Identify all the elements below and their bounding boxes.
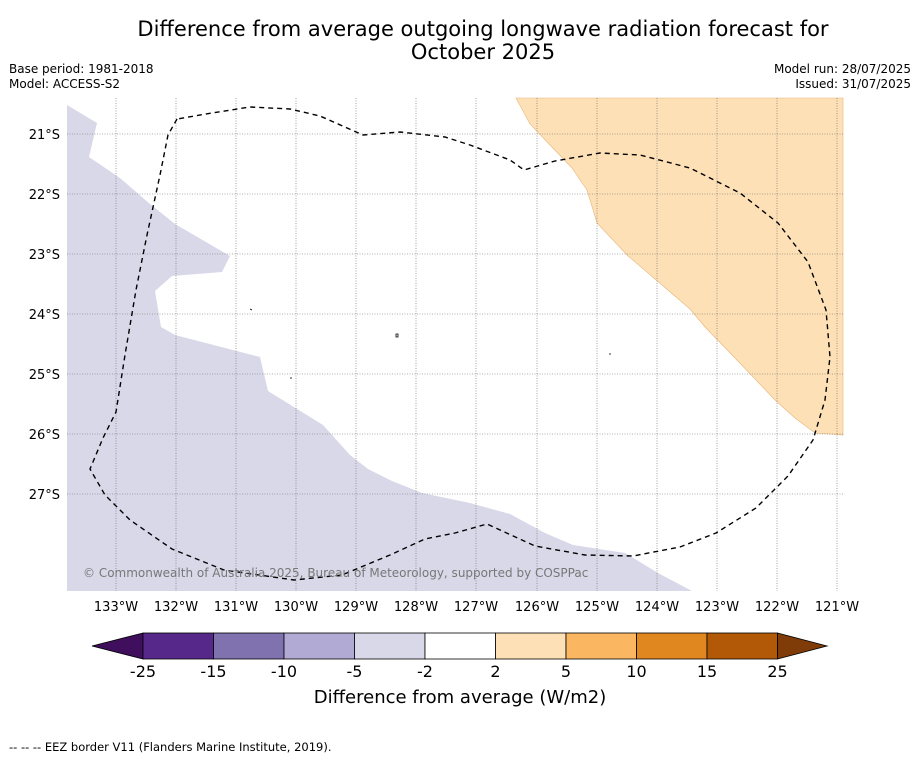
lon-label: 124°W	[635, 600, 679, 615]
chart-title: Difference from average outgoing longwav…	[0, 18, 919, 64]
colorbar	[91, 632, 829, 660]
colorbar-tick: -2	[417, 662, 433, 681]
colorbar-segment	[142, 632, 214, 660]
meta-left: Base period: 1981-2018 Model: ACCESS-S2	[9, 62, 154, 92]
colorbar-segment	[636, 632, 708, 660]
model-name: Model: ACCESS-S2	[9, 77, 121, 91]
colorbar-segment	[213, 632, 285, 660]
lat-label: 22°S	[29, 188, 60, 203]
colorbar-low-extension	[91, 632, 144, 660]
colorbar-tick: -15	[200, 662, 226, 681]
base-period: Base period: 1981-2018	[9, 62, 154, 76]
negative-anomaly-region	[67, 105, 692, 591]
model-run: Model run: 28/07/2025	[773, 62, 911, 76]
colorbar-segment	[424, 632, 496, 660]
lon-label: 126°W	[515, 600, 559, 615]
colorbar-segment	[565, 632, 637, 660]
lon-label: 121°W	[815, 600, 859, 615]
colorbar-tick: 25	[767, 662, 787, 681]
lat-label: 27°S	[29, 488, 60, 503]
colorbar-tick: 10	[626, 662, 646, 681]
copyright-note: © Commonwealth of Australia 2025, Bureau…	[83, 566, 588, 580]
lon-label: 128°W	[394, 600, 438, 615]
colorbar-segment	[354, 632, 426, 660]
meta-right: Model run: 28/07/2025 Issued: 31/07/2025	[774, 62, 911, 92]
lon-label: 132°W	[154, 600, 198, 615]
grid-lines	[67, 98, 843, 591]
colorbar-tick: -25	[130, 662, 156, 681]
colorbar-segment	[283, 632, 355, 660]
colorbar-segment	[495, 632, 567, 660]
colorbar-tick-labels: -25 -15 -10 -5 -2 2 5 10 15 25	[130, 662, 788, 681]
colorbar-tick: 5	[561, 662, 571, 681]
lat-label: 25°S	[29, 368, 60, 383]
colorbar-tick: -10	[271, 662, 297, 681]
latitude-labels: 21°S 22°S 23°S 24°S 25°S 26°S 27°S	[29, 128, 60, 503]
lat-label: 26°S	[29, 428, 60, 443]
lat-label: 24°S	[29, 308, 60, 323]
lon-label: 130°W	[274, 600, 318, 615]
lon-label: 125°W	[575, 600, 619, 615]
colorbar-tick: -5	[347, 662, 363, 681]
colorbar-high-extension	[777, 632, 829, 660]
lat-label: 21°S	[29, 128, 60, 143]
lon-label: 133°W	[94, 600, 138, 615]
lon-label: 131°W	[214, 600, 258, 615]
eez-legend-note: -- -- -- EEZ border V11 (Flanders Marine…	[9, 740, 332, 754]
colorbar-tick: 2	[490, 662, 500, 681]
lon-label: 127°W	[454, 600, 498, 615]
colorbar-title: Difference from average (W/m2)	[314, 687, 606, 708]
lon-label: 129°W	[334, 600, 378, 615]
issued-date: Issued: 31/07/2025	[795, 77, 911, 91]
longitude-labels: 133°W 132°W 131°W 130°W 129°W 128°W 127°…	[94, 600, 859, 615]
lat-label: 23°S	[29, 248, 60, 263]
positive-anomaly-region	[515, 97, 844, 436]
title-line-2: October 2025	[410, 40, 556, 64]
lon-label: 122°W	[755, 600, 799, 615]
colorbar-segment	[706, 632, 778, 660]
title-line-1: Difference from average outgoing longwav…	[137, 17, 829, 41]
map-area	[67, 97, 844, 591]
lon-label: 123°W	[695, 600, 739, 615]
islands	[249, 308, 611, 379]
colorbar-tick: 15	[697, 662, 717, 681]
